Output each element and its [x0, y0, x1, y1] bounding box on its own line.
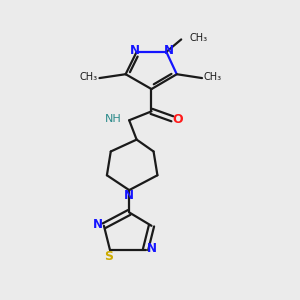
Text: N: N	[130, 44, 140, 57]
Text: N: N	[164, 44, 173, 57]
Text: N: N	[124, 189, 134, 202]
Text: N: N	[147, 242, 157, 255]
Text: CH₃: CH₃	[80, 72, 98, 82]
Text: N: N	[92, 218, 102, 231]
Text: CH₃: CH₃	[190, 33, 208, 43]
Text: S: S	[104, 250, 113, 262]
Text: CH₃: CH₃	[203, 72, 222, 82]
Text: NH: NH	[105, 114, 122, 124]
Text: O: O	[172, 113, 183, 126]
